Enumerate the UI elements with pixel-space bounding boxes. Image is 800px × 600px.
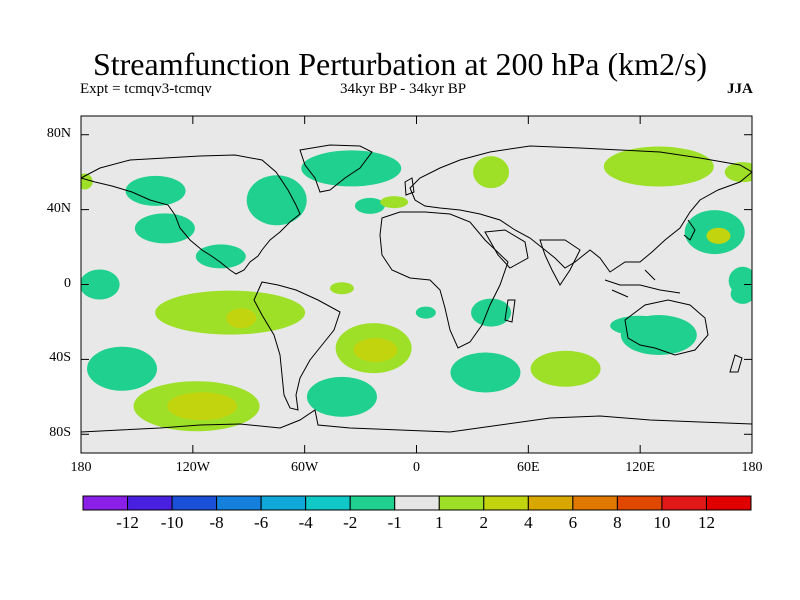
field-contour-8 <box>473 156 510 189</box>
coast-arabia <box>484 229 529 269</box>
coast-greenland <box>299 144 373 193</box>
y-tick-label: 40S <box>49 350 71 366</box>
season-label: JJA <box>727 81 753 97</box>
colorbar-label: -6 <box>254 513 269 532</box>
field-contour-26 <box>87 346 158 391</box>
x-tick-label: 60E <box>517 460 540 475</box>
colorbar-label: -8 <box>209 513 224 532</box>
y-tick-label: 40N <box>46 200 71 216</box>
field-contour-29 <box>306 376 377 417</box>
colorbar-label: 6 <box>568 513 578 532</box>
axis-ticks <box>80 116 753 453</box>
colorbar-swatch <box>705 495 752 511</box>
field-contour-20 <box>471 298 512 327</box>
field-contour-28 <box>167 392 238 421</box>
field-contour-19 <box>353 338 398 363</box>
colorbar-swatch <box>260 495 307 511</box>
colorbar-label: -10 <box>160 513 184 532</box>
field-contour-5 <box>301 150 402 187</box>
colorbar-swatch <box>527 495 574 511</box>
field-contour-10 <box>603 146 714 187</box>
y-tick-label: 80S <box>49 425 71 441</box>
field-contour-30 <box>730 283 752 304</box>
coast-new-zealand <box>729 354 743 373</box>
x-tick-label: 60W <box>291 460 319 475</box>
colorbar-label: -1 <box>387 513 402 532</box>
plot-title: Streamfunction Perturbation at 200 hPa (… <box>92 46 708 82</box>
coastlines <box>81 144 752 433</box>
coast-south-america <box>253 281 341 411</box>
colorbar-label: 12 <box>697 513 715 532</box>
y-tick-label: 80N <box>46 125 71 141</box>
colorbar-label: 8 <box>613 513 622 532</box>
field-contour-21 <box>415 306 436 319</box>
colorbar-label: 1 <box>435 513 444 532</box>
colorbar-swatch <box>394 495 440 511</box>
colorbar-swatch <box>616 495 663 511</box>
x-tick-label: 120W <box>175 460 210 475</box>
colorbar-swatch <box>661 495 707 511</box>
coast-india <box>539 239 581 286</box>
field-contour-6 <box>354 197 385 214</box>
x-tick-label: 120E <box>625 460 655 475</box>
coast-indonesia <box>604 269 681 298</box>
field-contour-22 <box>450 352 521 393</box>
colorbar-label: -12 <box>116 513 139 532</box>
colorbar-label: 10 <box>653 513 671 532</box>
colorbar-label: -2 <box>343 513 358 532</box>
x-tick-label: 180 <box>70 460 92 475</box>
colorbar-swatch <box>82 495 129 511</box>
coast-antarctica <box>81 409 752 433</box>
field-contour-23 <box>530 350 601 387</box>
coast-madagascar <box>504 299 516 323</box>
field-contour-3 <box>81 269 120 300</box>
colorbar-swatch <box>438 495 485 511</box>
field-contour-16 <box>226 308 257 329</box>
colorbar-swatch <box>171 495 218 511</box>
colorbar-label: -4 <box>298 513 313 532</box>
colorbar-swatch <box>127 495 173 511</box>
x-tick-label: 180 <box>741 460 763 475</box>
colorbar <box>82 495 752 511</box>
field-contour-1 <box>134 213 195 244</box>
coast-africa <box>379 211 509 349</box>
period-label: 34kyr BP - 34kyr BP <box>340 81 467 97</box>
field-contour-17 <box>329 282 354 295</box>
colorbar-swatch <box>572 495 618 511</box>
colorbar-swatch <box>349 495 396 511</box>
coast-eurasia <box>409 145 752 273</box>
y-tick-label: 0 <box>64 275 71 291</box>
field-contour-2 <box>195 244 246 269</box>
field-contour-4 <box>246 175 307 226</box>
field-contour-9 <box>380 196 409 209</box>
colorbar-label: 2 <box>479 513 489 532</box>
colorbar-swatch <box>216 495 262 511</box>
colorbar-swatch <box>483 495 529 511</box>
streamfunction-fields <box>81 146 752 432</box>
field-contour-0 <box>125 175 186 206</box>
coast-north-america <box>81 154 301 275</box>
colorbar-swatch <box>305 495 351 511</box>
coast-british-isles <box>404 177 415 196</box>
experiment-label: Expt = tcmqv3-tcmqv <box>80 81 212 97</box>
coast-japan <box>683 219 696 241</box>
x-tick-label: 0 <box>413 460 420 475</box>
field-contour-7 <box>81 173 93 190</box>
field-contour-13 <box>706 227 731 244</box>
colorbar-label: 4 <box>524 513 533 532</box>
coast-australia <box>624 299 709 356</box>
